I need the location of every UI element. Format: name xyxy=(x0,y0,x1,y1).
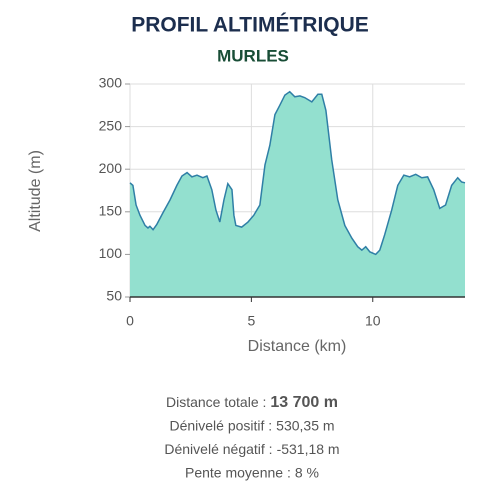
stat-line: Dénivelé positif :530,35 m xyxy=(169,417,334,433)
stat-line: Dénivelé négatif : -531,18 m xyxy=(164,441,339,457)
y-axis-label: Altitude (m) xyxy=(27,150,44,232)
x-axis-label: Distance (km) xyxy=(248,338,347,355)
x-tick-label: 5 xyxy=(247,313,255,329)
y-tick-label: 50 xyxy=(106,288,122,304)
x-tick-label: 10 xyxy=(365,313,381,329)
y-tick-label: 100 xyxy=(99,245,123,261)
y-tick-label: 200 xyxy=(99,160,123,176)
stat-value: -531,18 m xyxy=(277,441,340,457)
stat-label: Dénivelé positif : xyxy=(169,417,272,433)
stat-label: Pente moyenne : xyxy=(185,464,291,480)
stat-label: Distance totale : xyxy=(166,394,266,410)
stat-line: Pente moyenne :8 % xyxy=(185,464,319,480)
stat-label: Dénivelé négatif : xyxy=(164,441,272,457)
stat-value: 8 % xyxy=(295,464,319,480)
chart-title: PROFIL ALTIMÉTRIQUE xyxy=(131,14,369,37)
x-tick-label: 0 xyxy=(126,313,134,329)
line xyxy=(129,90,466,256)
chart-subtitle: MURLES xyxy=(217,46,289,65)
stat-value: 530,35 m xyxy=(276,417,334,433)
y-tick-label: 300 xyxy=(99,75,123,91)
y-tick-label: 250 xyxy=(99,117,123,133)
stat-value: 13 700 m xyxy=(270,394,338,411)
y-tick-label: 150 xyxy=(99,203,123,219)
area xyxy=(130,91,465,297)
stat-line: Distance totale :13 700 m xyxy=(166,394,338,412)
